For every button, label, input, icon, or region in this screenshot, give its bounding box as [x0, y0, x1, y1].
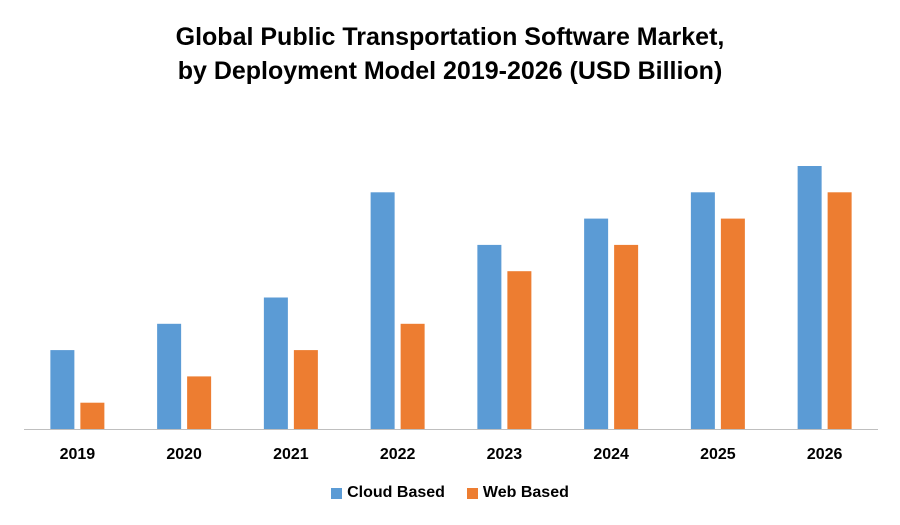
chart-title: Global Public Transportation Software Ma…: [0, 20, 900, 88]
bar-web-based-2024: [614, 244, 639, 429]
bar-web-based-2021: [293, 350, 318, 429]
bar-cloud-based-2022: [370, 192, 395, 429]
bar-cloud-based-2024: [584, 218, 609, 429]
bar-cloud-based-2019: [50, 350, 75, 429]
x-tick-label-2023: 2023: [487, 446, 523, 463]
bar-cloud-based-2020: [157, 323, 182, 429]
bar-web-based-2022: [400, 323, 425, 429]
x-tick-label-2025: 2025: [700, 446, 736, 463]
bar-web-based-2020: [187, 376, 212, 429]
bar-cloud-based-2025: [690, 192, 715, 429]
bar-cloud-based-2023: [477, 244, 502, 429]
x-tick-label-2022: 2022: [380, 446, 416, 463]
legend: Cloud Based Web Based: [0, 484, 900, 502]
legend-swatch-web-based: [466, 487, 478, 499]
chart-title-line-1: Global Public Transportation Software Ma…: [175, 23, 725, 51]
bar-web-based-2026: [827, 192, 852, 429]
bar-web-based-2019: [80, 402, 105, 429]
bar-web-based-2023: [507, 271, 532, 429]
x-tick-label-2019: 2019: [60, 446, 96, 463]
x-tick-label-2021: 2021: [273, 446, 309, 463]
x-tick-label-2020: 2020: [166, 446, 202, 463]
bar-cloud-based-2026: [797, 166, 822, 429]
legend-label-web-based: Web Based: [482, 484, 569, 501]
legend-label-cloud-based: Cloud Based: [347, 484, 445, 501]
x-tick-label-2026: 2026: [807, 446, 843, 463]
legend-item-web-based: Web Based: [466, 484, 569, 502]
bar-web-based-2025: [720, 218, 745, 429]
x-tick-label-2024: 2024: [593, 446, 629, 463]
legend-swatch-cloud-based: [331, 487, 343, 499]
bar-cloud-based-2021: [263, 297, 288, 429]
chart-title-line-2: by Deployment Model 2019-2026 (USD Billi…: [177, 57, 723, 85]
legend-item-cloud-based: Cloud Based: [331, 484, 445, 502]
